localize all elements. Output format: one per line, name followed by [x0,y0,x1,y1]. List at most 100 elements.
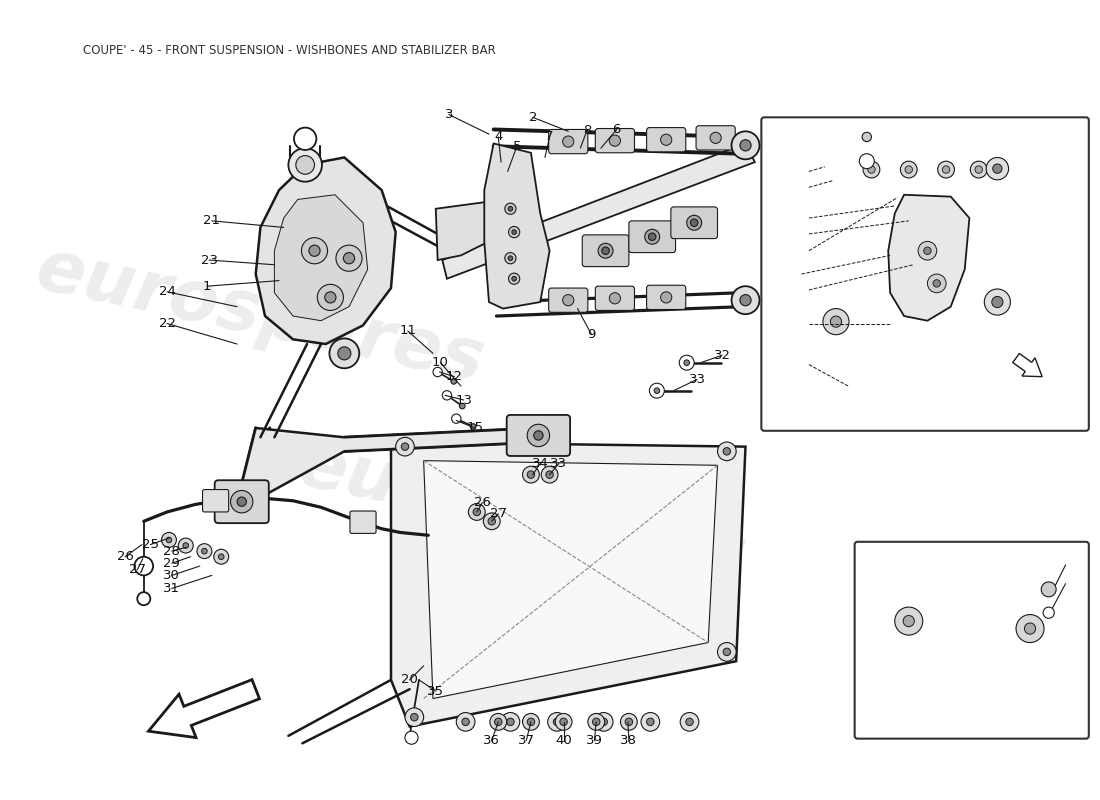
Circle shape [512,276,517,281]
Circle shape [134,557,153,575]
Text: 4: 4 [494,130,503,143]
Text: 41: 41 [1067,578,1085,590]
Text: 22: 22 [158,317,176,330]
FancyBboxPatch shape [582,235,629,266]
Polygon shape [442,143,755,278]
Circle shape [442,390,452,400]
Circle shape [593,718,600,726]
FancyBboxPatch shape [549,288,587,312]
Circle shape [469,503,485,520]
Text: 10: 10 [432,356,449,369]
Circle shape [600,718,607,726]
Circle shape [918,242,937,260]
Circle shape [329,338,360,368]
Circle shape [197,544,212,558]
Circle shape [396,438,415,456]
Circle shape [562,136,574,147]
Circle shape [868,166,876,174]
Text: 13: 13 [792,181,807,194]
Text: 7: 7 [546,130,553,143]
Circle shape [490,714,507,730]
Text: 26: 26 [117,550,133,563]
Circle shape [723,447,730,455]
Text: 26: 26 [474,496,491,509]
Text: 34: 34 [531,457,549,470]
Circle shape [587,714,605,730]
Circle shape [560,718,568,726]
Text: 36: 36 [483,734,500,747]
Circle shape [452,414,461,423]
Circle shape [505,253,516,264]
FancyBboxPatch shape [507,415,570,456]
Polygon shape [424,461,717,698]
FancyBboxPatch shape [761,118,1089,430]
Circle shape [301,238,328,264]
Text: 28: 28 [163,545,180,558]
Text: 13: 13 [455,394,472,406]
Circle shape [1016,614,1044,642]
Circle shape [732,286,759,314]
Circle shape [508,226,519,238]
Text: 17: 17 [792,227,808,241]
Circle shape [405,731,418,744]
Text: XENO HEADLIGHTS: XENO HEADLIGHTS [854,414,996,427]
Circle shape [534,430,543,440]
Circle shape [661,292,672,303]
Circle shape [456,713,475,731]
Text: 33: 33 [550,457,568,470]
Circle shape [710,132,722,143]
Circle shape [927,274,946,293]
FancyArrow shape [1013,354,1042,377]
Text: 9: 9 [587,328,596,341]
Circle shape [723,648,730,656]
Circle shape [830,316,842,327]
Circle shape [508,273,519,284]
Circle shape [556,714,572,730]
Polygon shape [484,143,550,309]
Circle shape [473,508,481,516]
Circle shape [1042,582,1056,597]
Circle shape [654,388,660,394]
Circle shape [178,538,194,553]
Circle shape [992,297,1003,308]
Circle shape [138,592,151,606]
Circle shape [924,247,931,254]
FancyBboxPatch shape [595,286,635,310]
Circle shape [410,714,418,721]
Text: 11: 11 [399,325,416,338]
Text: 19: 19 [792,244,807,258]
Circle shape [317,284,343,310]
Circle shape [231,490,253,513]
FancyBboxPatch shape [214,480,268,523]
Circle shape [975,166,982,174]
FancyBboxPatch shape [696,126,735,150]
Text: 33: 33 [689,373,705,386]
Text: FARI ALLO XENO: FARI ALLO XENO [864,401,986,414]
Circle shape [717,442,736,461]
Circle shape [343,253,354,264]
Circle shape [901,161,917,178]
Text: 11: 11 [792,317,807,330]
Polygon shape [255,158,396,344]
Text: 37: 37 [518,734,535,747]
Circle shape [541,466,558,483]
Text: 16: 16 [792,211,807,225]
Polygon shape [238,428,540,502]
Circle shape [937,161,955,178]
Circle shape [992,164,1002,174]
Circle shape [647,718,654,726]
Circle shape [598,243,613,258]
Circle shape [433,367,442,377]
FancyBboxPatch shape [595,129,635,153]
Circle shape [685,718,693,726]
Circle shape [309,245,320,256]
Circle shape [740,140,751,151]
Circle shape [512,230,517,234]
Circle shape [502,713,519,731]
Circle shape [649,233,656,241]
Circle shape [402,443,409,450]
Circle shape [296,155,315,174]
Text: 27: 27 [129,563,145,576]
Text: 25: 25 [142,538,158,551]
Circle shape [717,642,736,662]
